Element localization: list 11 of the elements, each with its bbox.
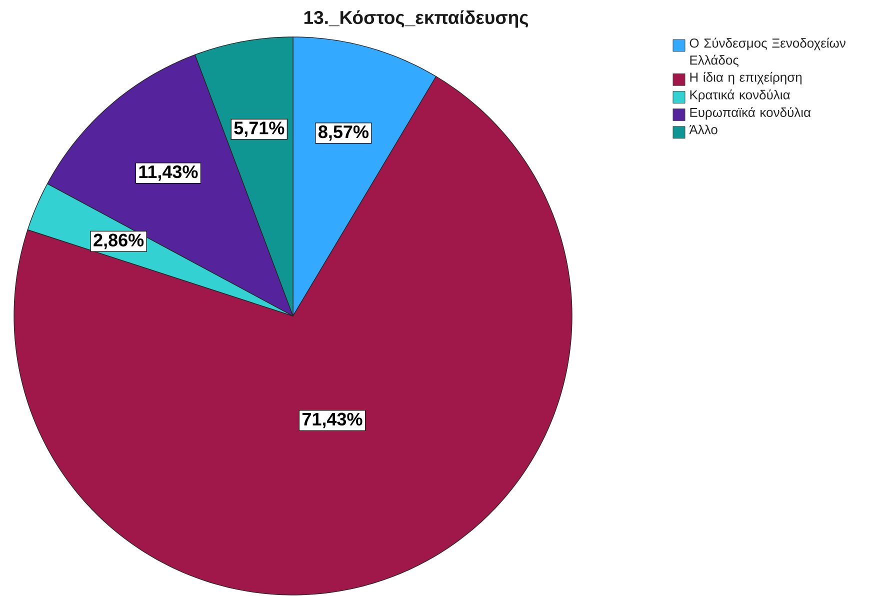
legend-label: Η ίδια η επιχείρηση — [690, 72, 802, 84]
data-label: 8,57% — [318, 125, 368, 141]
legend-label: Ευρωπαϊκά κονδύλια — [690, 107, 811, 120]
chart-title: 13._Κόστος_εκπαίδευσης — [304, 10, 528, 28]
data-label: 2,86% — [94, 234, 144, 250]
legend-label: Άλλο — [689, 124, 718, 134]
data-label: 71,43% — [302, 412, 362, 428]
legend-label: Κρατικά κονδύλια — [690, 90, 790, 102]
data-label: 5,71% — [234, 122, 284, 137]
legend-label: Ο Σύνδεσμος Ξενοδοχείων Ελλάδος — [690, 38, 846, 67]
data-label: 11,43% — [139, 165, 198, 181]
